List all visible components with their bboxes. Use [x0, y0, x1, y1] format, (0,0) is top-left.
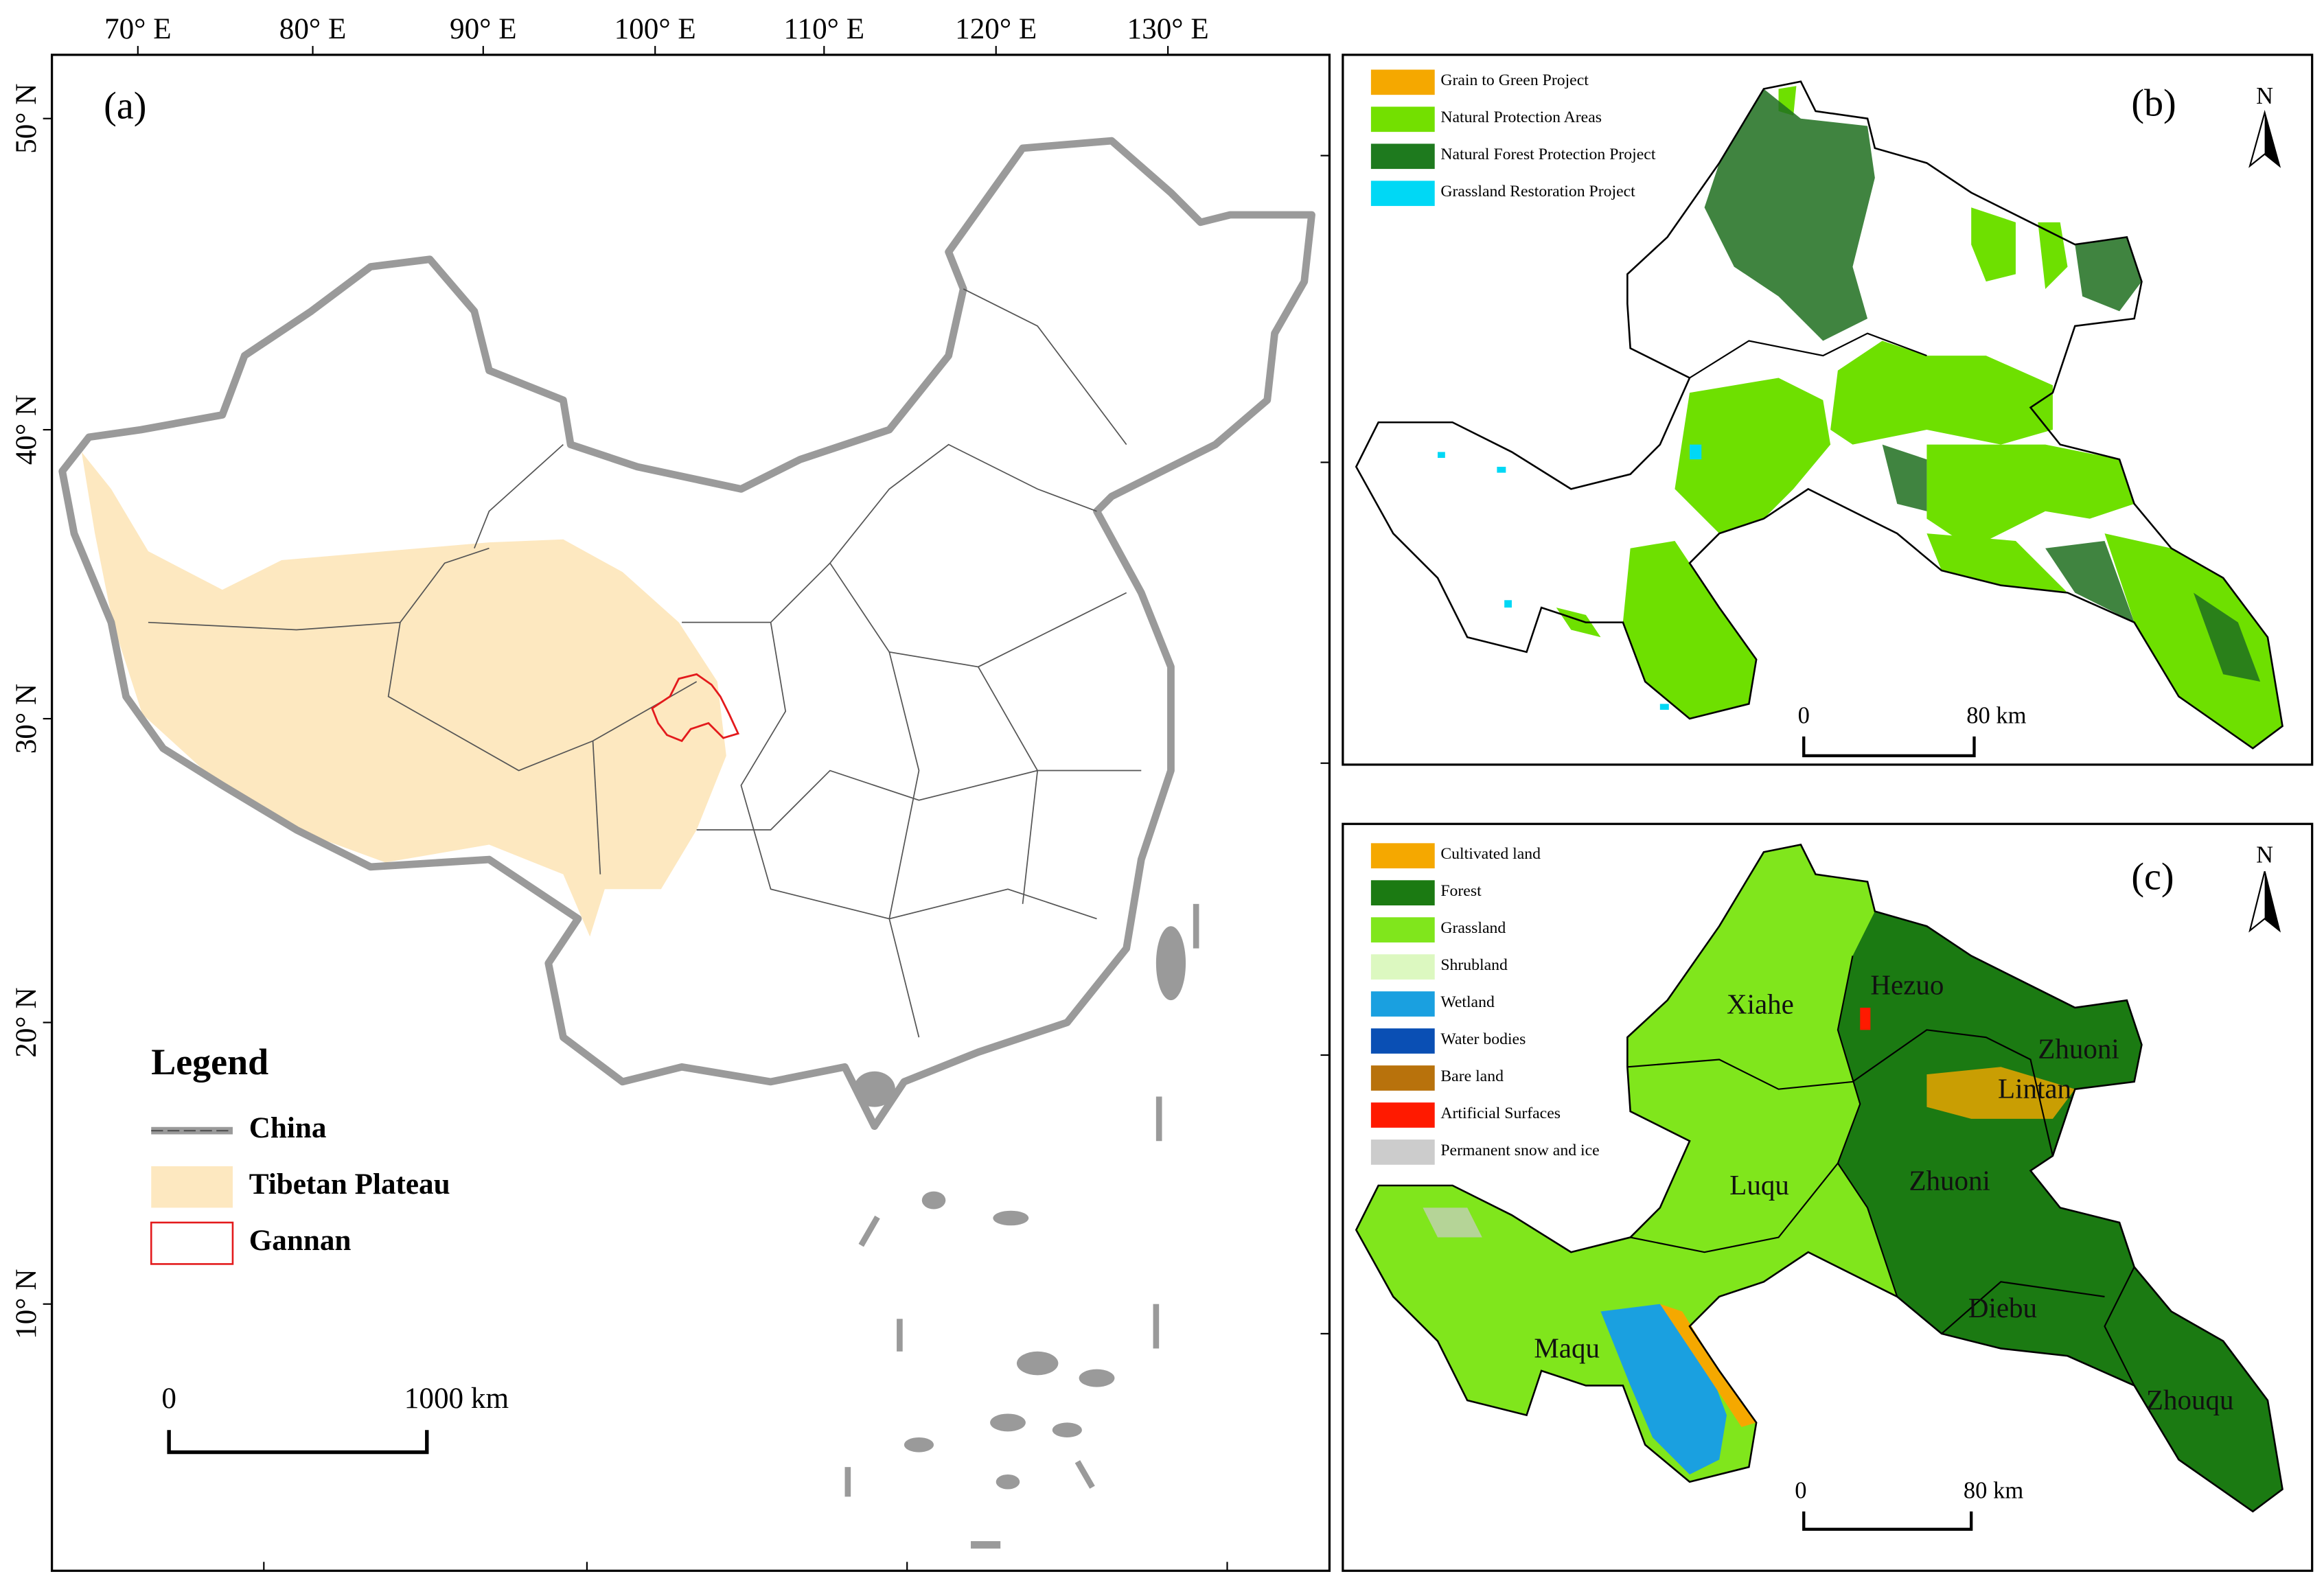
legend-label: Natural Protection Areas: [1440, 108, 1602, 126]
place-label: Zhuoni: [1909, 1164, 1990, 1196]
longitude-label: 110° E: [784, 13, 865, 45]
panel-c: Hezuo Xiahe Zhuoni Lintan Zhuoni Luqu Di…: [1342, 822, 2314, 1572]
legend-title: Legend: [151, 1041, 268, 1083]
legend-label: Grassland Restoration Project: [1440, 183, 1635, 200]
place-label: Hezuo: [1870, 969, 1944, 1001]
legend-swatch: [1370, 1028, 1435, 1054]
legend-swatch: [151, 1166, 233, 1208]
province-borders: [148, 288, 1142, 1038]
scale-end: 80 km: [1966, 702, 2026, 728]
legend: China Tibetan Plateau Gannan: [150, 1112, 450, 1265]
longitude-label: 90° E: [450, 13, 517, 45]
legend-swatch: [1370, 106, 1435, 132]
place-label: Xiahe: [1727, 988, 1794, 1020]
legend-label: Shrubland: [1440, 956, 1508, 974]
latitude-label: 10° N: [10, 1269, 43, 1339]
legend-label: Bare land: [1440, 1067, 1504, 1085]
legend: Cultivated land Forest Grassland Shrubland W…: [1370, 843, 1600, 1165]
latitude-label: 20° N: [10, 987, 43, 1057]
legend-label: Grassland: [1440, 919, 1506, 937]
legend-label: Artificial Surfaces: [1440, 1104, 1561, 1122]
legend-label: Tibetan Plateau: [249, 1168, 450, 1201]
longitude-label: 130° E: [1127, 13, 1209, 45]
scale-start: 0: [1798, 702, 1810, 728]
north-label: N: [2256, 842, 2273, 868]
legend-label: Wetland: [1440, 993, 1495, 1011]
legend: Grain to Green Project Natural Protection…: [1370, 69, 1656, 207]
place-label: Zhuoni: [2038, 1032, 2119, 1064]
legend-label: Permanent snow and ice: [1440, 1142, 1599, 1159]
legend-swatch: [1370, 843, 1435, 869]
legend-swatch: [1370, 991, 1435, 1017]
place-label: Maqu: [1534, 1332, 1600, 1363]
place-label: Lintan: [1998, 1073, 2071, 1104]
latitude-label: 50° N: [10, 84, 43, 154]
scale-bar: [1802, 736, 1976, 758]
place-label: Zhouqu: [2146, 1384, 2234, 1415]
legend-swatch: [150, 1221, 234, 1265]
scale-end: 1000 km: [404, 1382, 509, 1415]
longitude-labels: 70° E 80° E 90° E 100° E 110° E 120° E 1…: [104, 13, 1209, 45]
latitude-labels: 50° N 40° N 30° N 20° N 10° N: [10, 84, 43, 1339]
graticule-ticks: [43, 45, 1330, 1571]
legend-label: Cultivated land: [1440, 845, 1541, 863]
legend-swatch: [1370, 880, 1435, 905]
china-outline: [58, 137, 1315, 1131]
islands: [844, 903, 1199, 1549]
scale-bar: [167, 1430, 429, 1455]
panel-label: (c): [2131, 855, 2174, 898]
legend-label: Grain to Green Project: [1440, 71, 1589, 89]
map-area: [1355, 844, 2283, 1513]
place-label: Luqu: [1729, 1169, 1789, 1201]
place-label: Diebu: [1968, 1292, 2037, 1323]
legend-swatch: [1370, 1102, 1435, 1128]
legend-label: China: [249, 1112, 327, 1144]
scale-bar: [1802, 1511, 1973, 1531]
legend-label: Forest: [1440, 882, 1482, 900]
scale-end: 80 km: [1964, 1477, 2023, 1503]
legend-swatch: [1370, 1065, 1435, 1091]
legend-swatch: [1370, 143, 1435, 170]
longitude-label: 80° E: [279, 13, 347, 45]
legend-swatch: [1370, 181, 1435, 207]
latitude-label: 40° N: [10, 395, 43, 465]
scale-start: 0: [1795, 1477, 1806, 1503]
north-label: N: [2256, 83, 2273, 109]
legend-swatch: [1370, 917, 1435, 942]
legend-label: Water bodies: [1440, 1030, 1526, 1048]
legend-swatch: [1370, 69, 1435, 95]
scale-start: 0: [161, 1382, 176, 1415]
latitude-label: 30° N: [10, 684, 43, 754]
panel-label: (b): [2131, 82, 2176, 124]
longitude-label: 100° E: [614, 13, 696, 45]
panel-label: (a): [104, 85, 146, 128]
legend-label: Natural Forest Protection Project: [1440, 146, 1655, 163]
gannan-outline: [651, 673, 740, 743]
panel-b: (b) N Grain to Green Project Natural Prot…: [1342, 54, 2314, 766]
longitude-label: 120° E: [955, 13, 1037, 45]
map-area: [1355, 80, 2283, 750]
legend-swatch: [1370, 954, 1435, 980]
legend-label: Gannan: [249, 1225, 352, 1257]
longitude-label: 70° E: [104, 13, 172, 45]
tibetan-plateau: [81, 452, 726, 937]
legend-swatch: [1370, 1139, 1435, 1165]
